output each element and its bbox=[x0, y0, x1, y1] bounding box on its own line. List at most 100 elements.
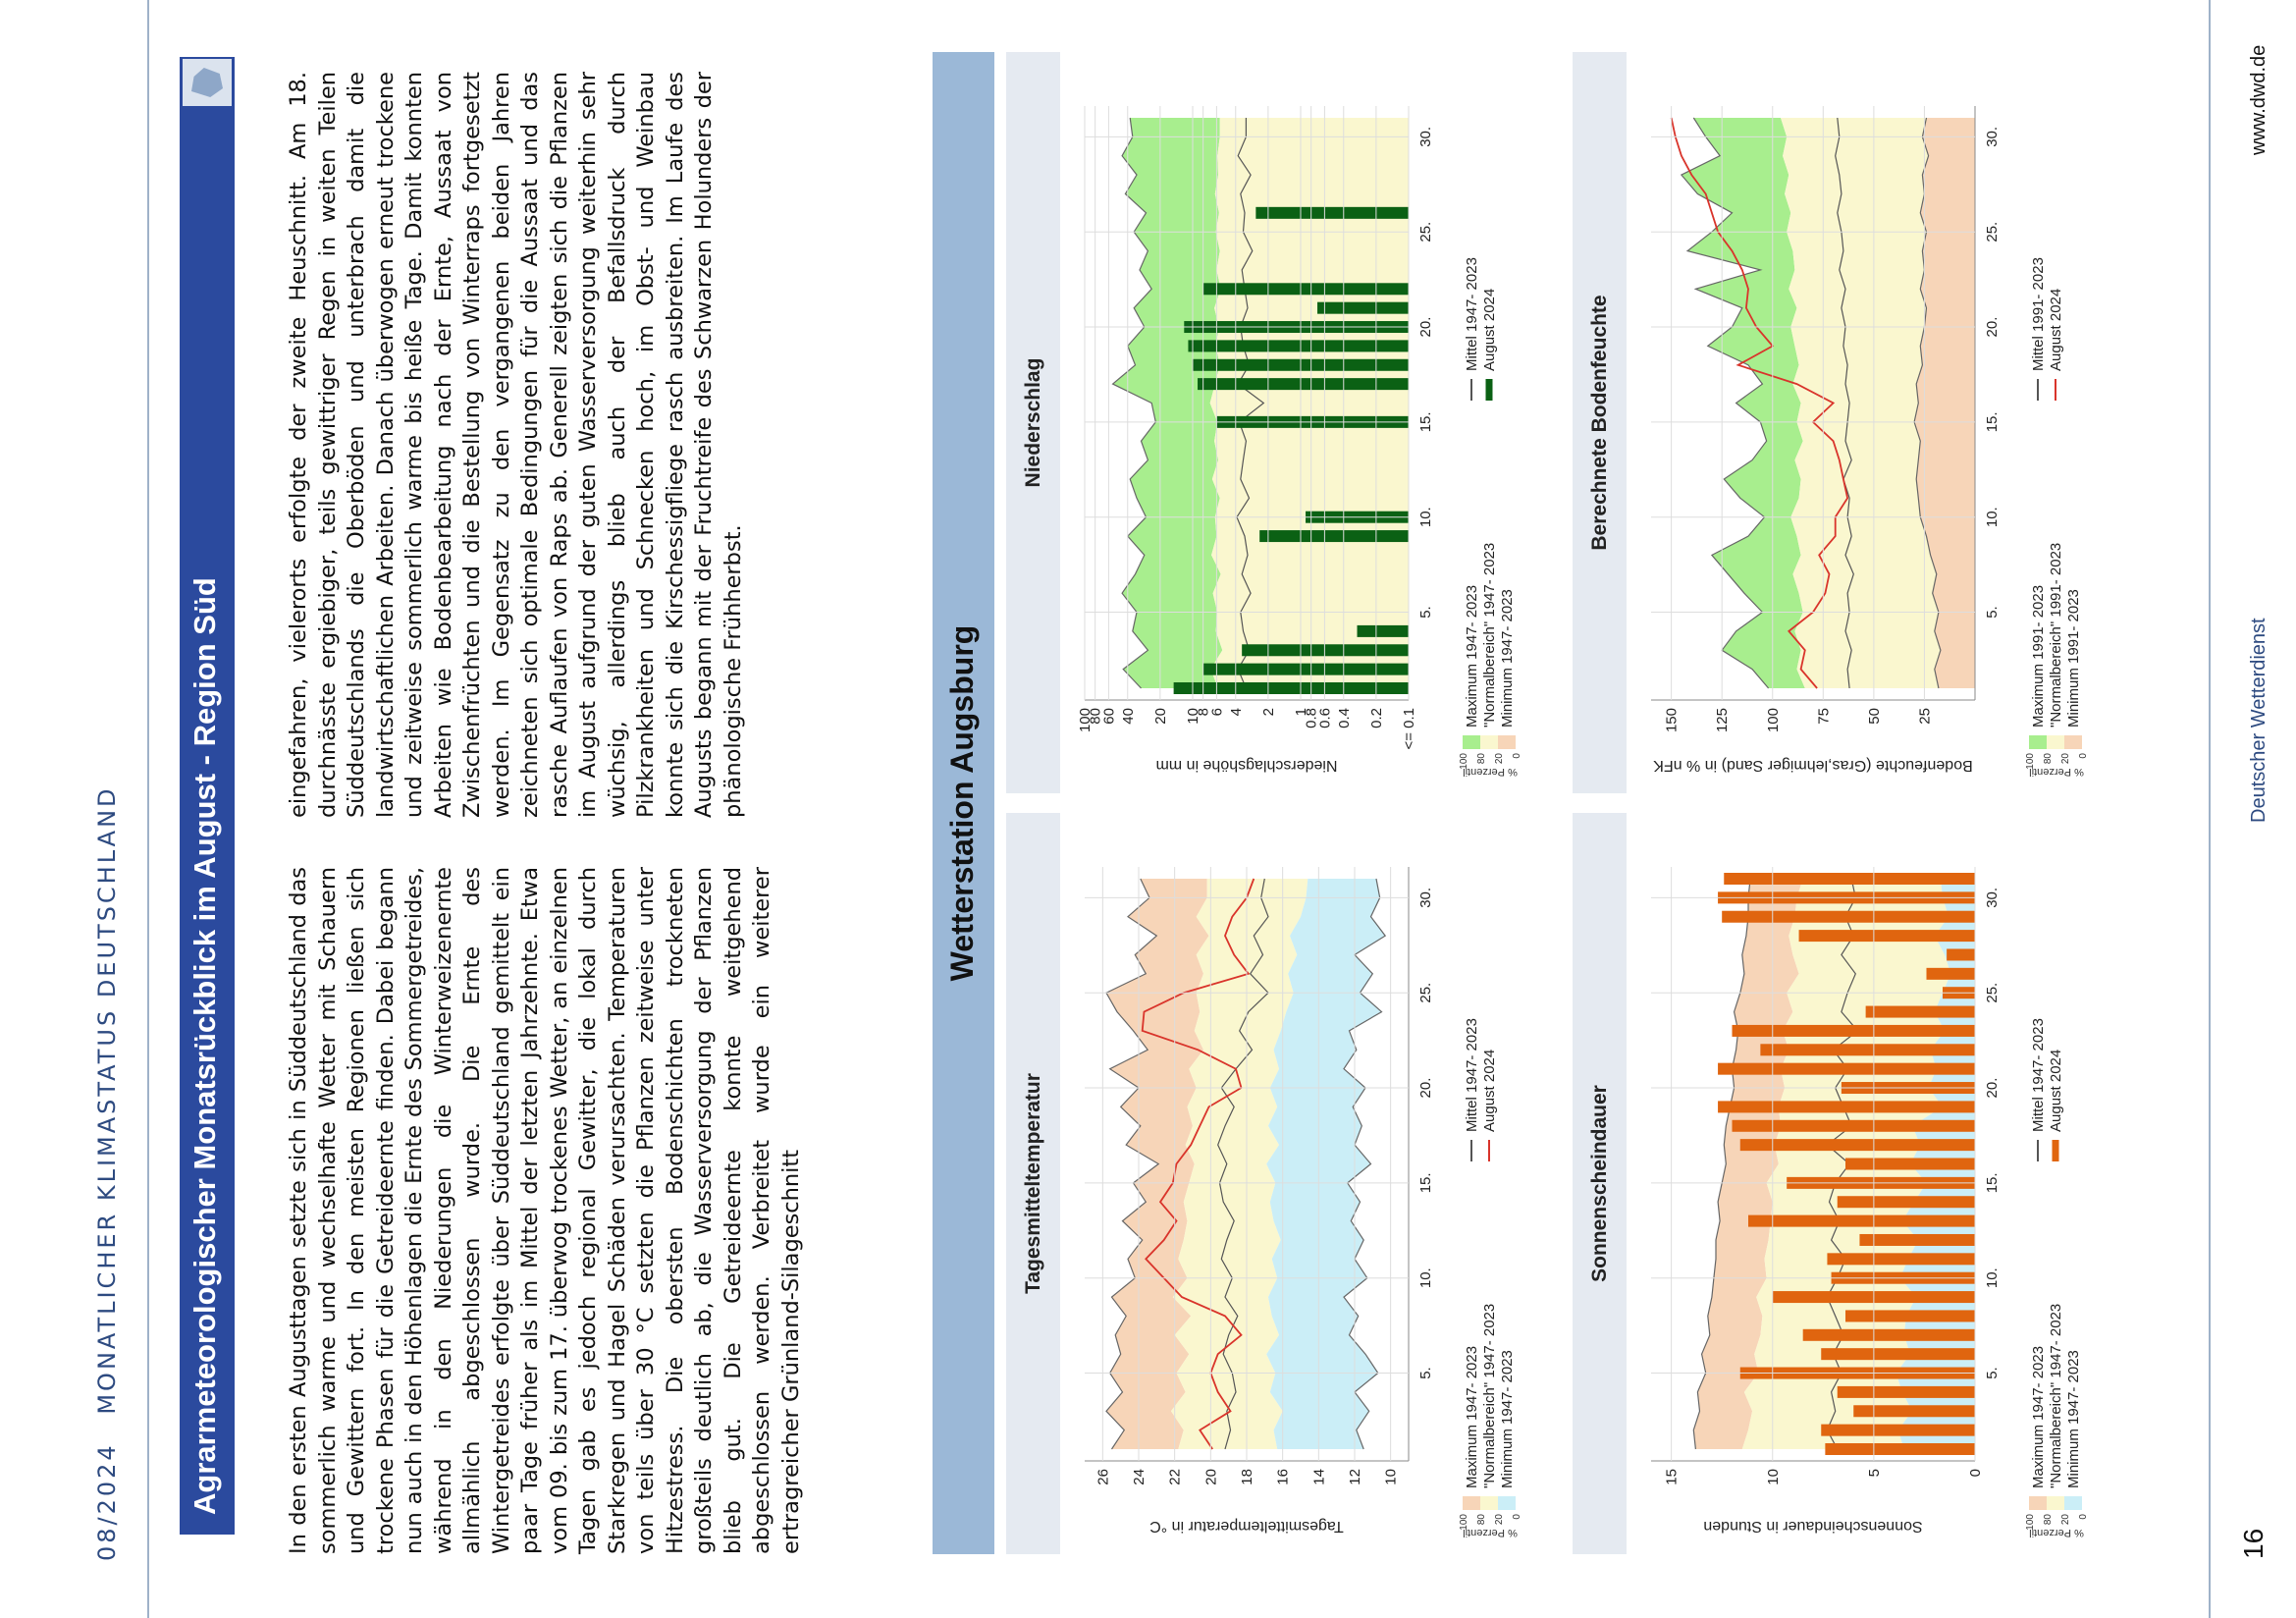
legend-label-normal: "Normalbereich" 1947- 2023 bbox=[2048, 1304, 2064, 1488]
y-tick-label: 2 bbox=[1260, 708, 1277, 716]
panel-header-soil: Berechnete Bodenfeuchte bbox=[1573, 52, 1627, 793]
station-bar: Wetterstation Augsburg bbox=[933, 52, 994, 1554]
y-tick-label: 150 bbox=[1664, 708, 1681, 732]
legend-label-mean: Mittel 1991- 2023 bbox=[2030, 257, 2047, 371]
x-tick-label: 15. bbox=[1417, 1172, 1434, 1193]
y-tick-label: 100 bbox=[1765, 708, 1782, 732]
y-tick-label: 24 bbox=[1131, 1469, 1148, 1485]
max-band bbox=[1106, 879, 1209, 1449]
min-line bbox=[1913, 117, 1942, 689]
legend-percentile-value: 80 bbox=[1476, 753, 1487, 765]
y-tick-label: 20 bbox=[1152, 708, 1169, 725]
legend-percentile-value: 20 bbox=[2060, 1514, 2071, 1526]
panel-title-sunshine: Sonnenscheindauer bbox=[1588, 1085, 1611, 1282]
y-tick-label: 0.8 bbox=[1304, 708, 1320, 728]
panel-title-temperature: Tagesmitteltemperatur bbox=[1022, 1073, 1044, 1294]
legend-label-max: Maximum 1947- 2023 bbox=[1464, 585, 1480, 728]
legend-percentile-value: 100 bbox=[1459, 753, 1469, 770]
legend-swatch bbox=[2064, 1496, 2082, 1510]
precip-bar-day-22 bbox=[1202, 283, 1409, 296]
legend-swatch bbox=[2064, 735, 2082, 749]
x-tick-label: 10. bbox=[1417, 507, 1434, 527]
sunshine-bar-day-7 bbox=[1802, 1328, 1975, 1341]
sunshine-bar-day-19 bbox=[1718, 1101, 1975, 1113]
legend-percentile-label: % Perzentil bbox=[1463, 1527, 1518, 1538]
legend-percentile-value: 80 bbox=[1476, 1514, 1487, 1526]
legend-swatch bbox=[2029, 735, 2047, 749]
x-tick-label: 30. bbox=[1417, 888, 1434, 908]
x-tick-label: 20. bbox=[1417, 317, 1434, 338]
max-line bbox=[1105, 878, 1160, 1450]
legend-percentile-value: 100 bbox=[2025, 753, 2036, 770]
publication-series: MONATLICHER KLIMASTATUS DEUTSCHLAND bbox=[93, 785, 121, 1415]
legend-label-normal: "Normalbereich" 1991- 2023 bbox=[2048, 543, 2064, 728]
legend-swatch bbox=[1498, 735, 1516, 749]
y-tick-label: 80 bbox=[1088, 708, 1104, 725]
title-bar: Agrarmeteorologischer Monatsrückblick im… bbox=[180, 57, 235, 1535]
y-tick-label: 5 bbox=[1866, 1469, 1883, 1477]
sunshine-bar-day-31 bbox=[1724, 873, 1975, 885]
sunshine-bar-day-13 bbox=[1748, 1214, 1975, 1227]
x-tick-label: 5. bbox=[1417, 606, 1434, 619]
sunshine-bar-day-3 bbox=[1853, 1405, 1975, 1418]
min-band bbox=[1266, 879, 1386, 1449]
mean-line bbox=[1217, 878, 1269, 1450]
mean-line bbox=[1835, 117, 1854, 689]
legend-label-max: Maximum 1947- 2023 bbox=[2030, 1346, 2047, 1488]
x-tick-label: 5. bbox=[1984, 606, 2001, 619]
sunshine-bar-day-23 bbox=[1732, 1024, 1975, 1037]
sunshine-bar-day-1 bbox=[1825, 1443, 1975, 1455]
legend-percentile-value: 80 bbox=[2043, 753, 2054, 765]
max-line bbox=[1111, 117, 1156, 689]
y-tick-label: 10 bbox=[1185, 708, 1201, 725]
x-tick-label: 30. bbox=[1984, 127, 2001, 147]
sunshine-bar-day-22 bbox=[1760, 1044, 1975, 1056]
precipitation-chart: <= 0.10.20.40.60.81246810204060801005.10… bbox=[1077, 106, 1522, 778]
page-number: 16 bbox=[2238, 1528, 2269, 1559]
x-tick-label: 10. bbox=[1417, 1267, 1434, 1288]
y-axis-label: Sonnenscheindauer in Stunden bbox=[1703, 1518, 1922, 1535]
x-tick-label: 30. bbox=[1417, 127, 1434, 147]
mean-line bbox=[1236, 118, 1265, 689]
y-tick-label: 10 bbox=[1383, 1469, 1400, 1485]
legend-label-current: August 2024 bbox=[2048, 289, 2064, 371]
x-tick-label: 25. bbox=[1417, 983, 1434, 1003]
footer-organization: Deutscher Wetterdienst bbox=[2248, 618, 2269, 823]
legend-swatch bbox=[2029, 1496, 2047, 1510]
x-tick-label: 5. bbox=[1984, 1367, 2001, 1379]
precip-bar-day-2 bbox=[1202, 663, 1409, 675]
legend-percentile-label: % Perzentil bbox=[2029, 1527, 2084, 1538]
min-band bbox=[1914, 118, 1975, 688]
y-axis-label: Tagesmitteltemperatur in °C bbox=[1149, 1518, 1344, 1535]
precip-bar-day-3 bbox=[1242, 644, 1409, 657]
y-tick-label: 16 bbox=[1275, 1469, 1292, 1485]
y-tick-label: 40 bbox=[1120, 708, 1137, 725]
page-title: Agrarmeteorologischer Monatsrückblick im… bbox=[187, 577, 222, 1515]
legend-label-min: Minimum 1947- 2023 bbox=[2065, 1350, 2082, 1488]
y-axis-label: Bodenfeuchte (Gras,lehmiger Sand) in % n… bbox=[1653, 757, 1973, 774]
x-tick-label: 15. bbox=[1984, 1172, 2001, 1193]
x-tick-label: 30. bbox=[1984, 888, 2001, 908]
y-tick-label: 0.4 bbox=[1336, 708, 1353, 728]
x-tick-label: 20. bbox=[1417, 1078, 1434, 1099]
legend-percentile-label: % Perzentil bbox=[1463, 766, 1518, 778]
precip-bar-day-21 bbox=[1317, 301, 1409, 314]
sunshine-bar-day-24 bbox=[1865, 1005, 1975, 1018]
legend-label-current: August 2024 bbox=[2048, 1050, 2064, 1132]
y-tick-label: 22 bbox=[1167, 1469, 1184, 1485]
legend-swatch bbox=[2047, 1496, 2064, 1510]
legend-swatch bbox=[1480, 1496, 1498, 1510]
x-tick-label: 25. bbox=[1984, 222, 2001, 243]
y-tick-label: 4 bbox=[1228, 708, 1245, 716]
legend-percentile-value: 0 bbox=[2078, 753, 2089, 759]
sunshine-bar-day-8 bbox=[1845, 1310, 1975, 1322]
legend-label-min: Minimum 1947- 2023 bbox=[1499, 589, 1516, 728]
temperature-chart: 10 12 14 16 18 20 22 24 26 5. 10. 15. 20. 25. 30. Tages… bbox=[1085, 867, 1522, 1538]
y-tick-label: 18 bbox=[1239, 1469, 1255, 1485]
y-tick-label: 8 bbox=[1196, 708, 1212, 716]
sunshine-bar-day-18 bbox=[1732, 1119, 1975, 1132]
precip-bar-day-9 bbox=[1259, 530, 1409, 543]
normal-band bbox=[1781, 118, 1941, 688]
panel-header-precipitation: Niederschlag bbox=[1006, 52, 1060, 793]
